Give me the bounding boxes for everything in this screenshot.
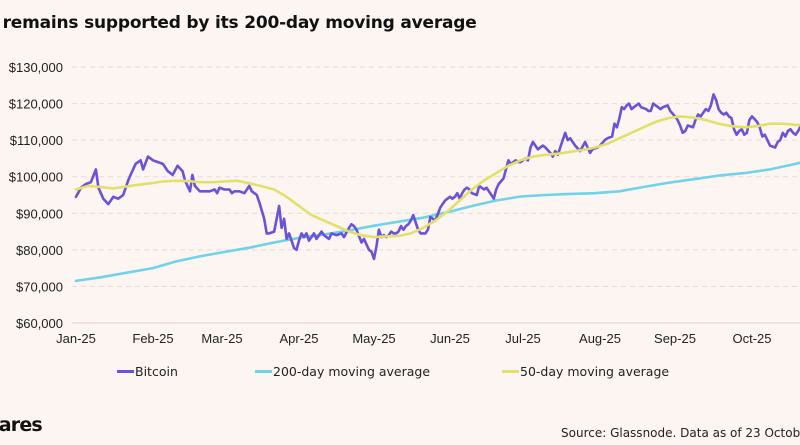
y-tick-label: $120,000: [9, 97, 63, 112]
legend-swatch-bitcoin: [117, 370, 134, 373]
y-tick-label: $110,000: [10, 133, 63, 148]
legend-swatch-ma200: [255, 370, 272, 373]
x-axis: Jan-25 Feb-25 Mar-25 Apr-25 May-25 Jun-25 Jul-…: [56, 331, 771, 346]
legend-item-bitcoin: Bitcoin: [117, 364, 178, 379]
x-tick-label: Sep-25: [654, 331, 696, 346]
y-tick-label: $130,000: [9, 60, 63, 75]
y-tick-label: $90,000: [16, 206, 63, 221]
x-tick-label: Mar-25: [201, 331, 242, 346]
x-tick-label: May-25: [352, 331, 395, 346]
y-tick-label: $60,000: [16, 316, 63, 331]
grid-lines: [72, 66, 800, 324]
x-tick-label: Oct-25: [732, 331, 771, 346]
legend-item-ma200: 200-day moving average: [255, 364, 430, 379]
source-note: Source: Glassnode. Data as of 23 October: [561, 426, 800, 440]
legend-label-bitcoin: Bitcoin: [135, 364, 178, 379]
y-tick-label: $100,000: [9, 170, 63, 185]
legend-swatch-ma50: [502, 370, 519, 373]
legend-label-ma50: 50-day moving average: [520, 364, 670, 379]
legend-item-ma50: 50-day moving average: [502, 364, 669, 379]
legend-label-ma200: 200-day moving average: [273, 364, 431, 379]
x-tick-label: Apr-25: [279, 331, 318, 346]
chart-title: coin remains supported by its 200-day mo…: [0, 13, 477, 33]
x-tick-label: Jul-25: [505, 331, 540, 346]
x-tick-label: Jun-25: [430, 331, 470, 346]
x-tick-label: Aug-25: [579, 331, 621, 346]
y-tick-label: $70,000: [16, 279, 63, 294]
x-tick-label: Jan-25: [56, 331, 96, 346]
brand-logo: hares: [0, 414, 43, 436]
y-tick-label: $80,000: [16, 243, 63, 258]
x-tick-label: Feb-25: [132, 331, 173, 346]
series-layer: [74, 93, 800, 283]
y-axis: $60,000 $70,000 $80,000 $90,000 $100,000 $110…: [9, 60, 63, 331]
bitcoin-line: [74, 93, 800, 261]
ma50-line: [74, 115, 800, 239]
